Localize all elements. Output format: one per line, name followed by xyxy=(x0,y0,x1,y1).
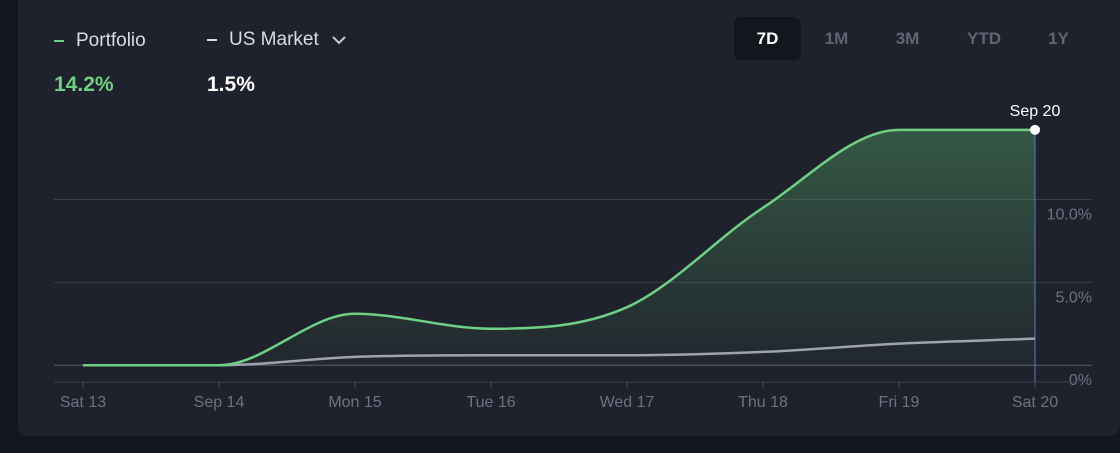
legend-market-label: US Market xyxy=(229,29,319,50)
legend-portfolio[interactable]: Portfolio xyxy=(54,30,146,52)
market-selector[interactable]: US Market xyxy=(207,29,347,51)
x-tick-label: Sep 14 xyxy=(194,394,245,411)
market-line-swatch xyxy=(207,39,217,41)
market-line xyxy=(83,337,1036,367)
legend-portfolio-label: Portfolio xyxy=(76,30,146,51)
y-tick-label: 5.0% xyxy=(1056,289,1092,306)
x-tick-label: Wed 17 xyxy=(600,394,655,411)
chevron-down-icon xyxy=(332,36,346,45)
range-ytd-button[interactable]: YTD xyxy=(967,28,1001,48)
market-return-value: 1.5% xyxy=(207,73,255,96)
portfolio-area xyxy=(83,129,1035,366)
range-1m-button[interactable]: 1M xyxy=(824,28,849,48)
range-7d-button[interactable]: 7D xyxy=(734,17,801,60)
x-tick-label: Mon 15 xyxy=(328,394,381,411)
x-tick-label: Sat 20 xyxy=(1012,394,1058,411)
range-3m-button[interactable]: 3M xyxy=(895,28,920,48)
crosshair-date-label: Sep 20 xyxy=(1010,103,1061,120)
x-tick-label: Tue 16 xyxy=(466,394,515,411)
portfolio-line-swatch xyxy=(54,40,64,42)
portfolio-return-value: 14.2% xyxy=(54,73,114,96)
x-tick-label: Sat 13 xyxy=(60,394,106,411)
crosshair-dot xyxy=(1030,124,1040,135)
portfolio-line xyxy=(83,128,1035,367)
time-range-selector: 7D 1M 3M YTD 1Y xyxy=(734,17,1092,60)
range-1y-button[interactable]: 1Y xyxy=(1048,28,1069,48)
x-tick-label: Fri 19 xyxy=(879,394,920,411)
y-tick-label: 0% xyxy=(1069,372,1092,389)
x-tick-label: Thu 18 xyxy=(738,394,788,411)
y-tick-label: 10.0% xyxy=(1047,206,1092,223)
